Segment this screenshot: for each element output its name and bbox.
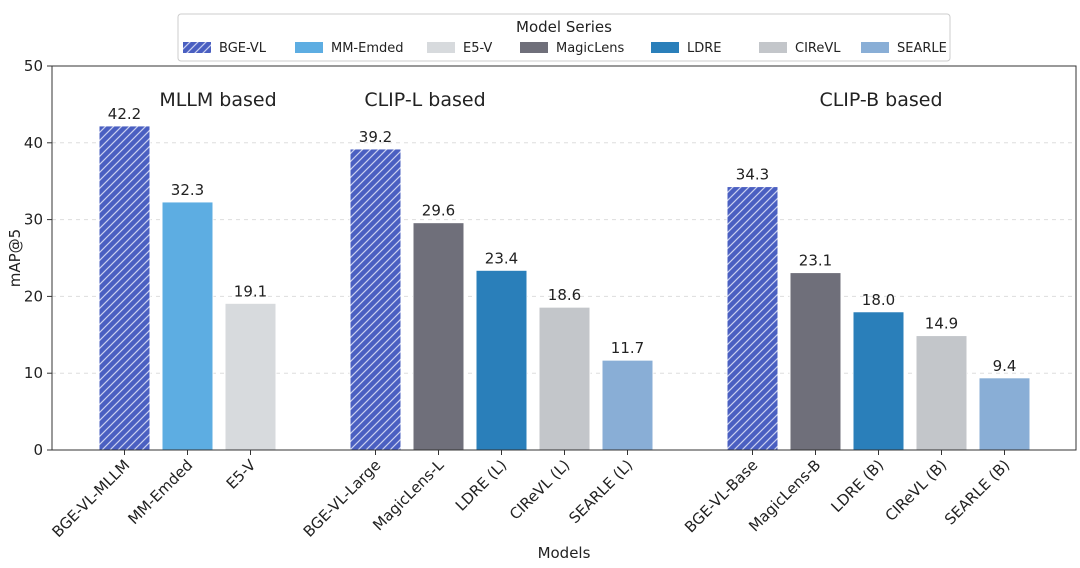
x-tick-label: LDRE (L) — [452, 456, 510, 514]
value-label: 19.1 — [234, 282, 267, 300]
value-label: 14.9 — [925, 315, 958, 333]
y-tick-label: 30 — [24, 211, 43, 229]
y-tick-label: 40 — [24, 134, 43, 152]
value-label: 9.4 — [993, 357, 1017, 375]
value-label: 32.3 — [171, 181, 204, 199]
legend-label: MM-Emded — [331, 41, 404, 56]
legend-entries: BGE-VL MM-Emded E5-V MagicLens LDRE CIReVL SEA… — [183, 41, 947, 56]
value-label: 18.6 — [548, 286, 581, 304]
legend-swatch — [759, 42, 787, 53]
x-tick-label: CIReVL (L) — [506, 456, 573, 523]
legend-swatch — [520, 42, 548, 53]
legend: Model Series BGE-VL MM-Emded E5-V MagicLens… — [177, 13, 951, 62]
value-label: 11.7 — [611, 339, 644, 357]
group-label: CLIP-B based — [819, 89, 942, 111]
legend-swatch — [295, 42, 323, 53]
x-tick-label: SEARLE (B) — [941, 456, 1013, 528]
bar — [475, 269, 528, 451]
bar — [412, 222, 465, 451]
legend-label: CIReVL — [795, 41, 841, 56]
value-label: 34.3 — [736, 166, 769, 184]
legend-label: E5-V — [463, 41, 492, 56]
value-label: 23.4 — [485, 249, 518, 267]
y-tick-label: 10 — [24, 364, 43, 382]
legend-label: BGE-VL — [219, 41, 267, 56]
legend-title: Model Series — [516, 18, 612, 36]
bars-layer — [98, 125, 1031, 451]
x-tick-label: SEARLE (L) — [565, 456, 636, 527]
value-label: 23.1 — [799, 252, 832, 270]
x-tick-label: MM-Emded — [124, 456, 196, 528]
x-axis-title: Models — [538, 544, 591, 562]
x-tick-label: CIReVL (B) — [882, 456, 951, 525]
legend-swatch — [651, 42, 679, 53]
bar — [538, 306, 591, 451]
bar — [349, 148, 402, 451]
legend-label: MagicLens — [556, 41, 624, 56]
legend-box — [177, 13, 951, 62]
value-label: 29.6 — [422, 202, 455, 220]
bar — [98, 125, 151, 451]
y-tick-label: 20 — [24, 287, 43, 305]
bar — [789, 272, 842, 451]
bar — [161, 201, 214, 451]
group-labels-layer: MLLM based CLIP-L based CLIP-B based — [159, 89, 942, 111]
value-label: 39.2 — [359, 128, 392, 146]
bar — [978, 377, 1031, 451]
bar — [601, 359, 654, 451]
bar — [915, 335, 968, 451]
value-labels-layer: 42.2 32.3 19.1 39.2 29.6 23.4 18.6 11.7 34.3 23.1… — [108, 105, 1017, 375]
legend-label: SEARLE — [897, 41, 947, 56]
legend-swatch — [183, 42, 211, 53]
value-label: 42.2 — [108, 105, 141, 123]
legend-swatch — [861, 42, 889, 53]
x-tick-label: LDRE (B) — [828, 456, 888, 516]
legend-label: LDRE — [687, 41, 722, 56]
y-axis: 0 10 20 30 40 50 — [24, 57, 52, 459]
group-label: MLLM based — [159, 89, 276, 111]
x-tick-label: BGE-VL-MLLM — [48, 456, 133, 541]
value-label: 18.0 — [862, 291, 895, 309]
bar — [224, 302, 277, 451]
y-tick-label: 50 — [24, 57, 43, 75]
x-tick-label: BGE-VL-Large — [300, 456, 385, 541]
x-tick-label: E5-V — [223, 456, 260, 493]
group-label: CLIP-L based — [364, 89, 485, 111]
bar — [726, 186, 779, 451]
bar — [852, 311, 905, 451]
y-tick-label: 0 — [33, 441, 43, 459]
y-axis-title: mAP@5 — [6, 229, 24, 287]
legend-swatch — [427, 42, 455, 53]
